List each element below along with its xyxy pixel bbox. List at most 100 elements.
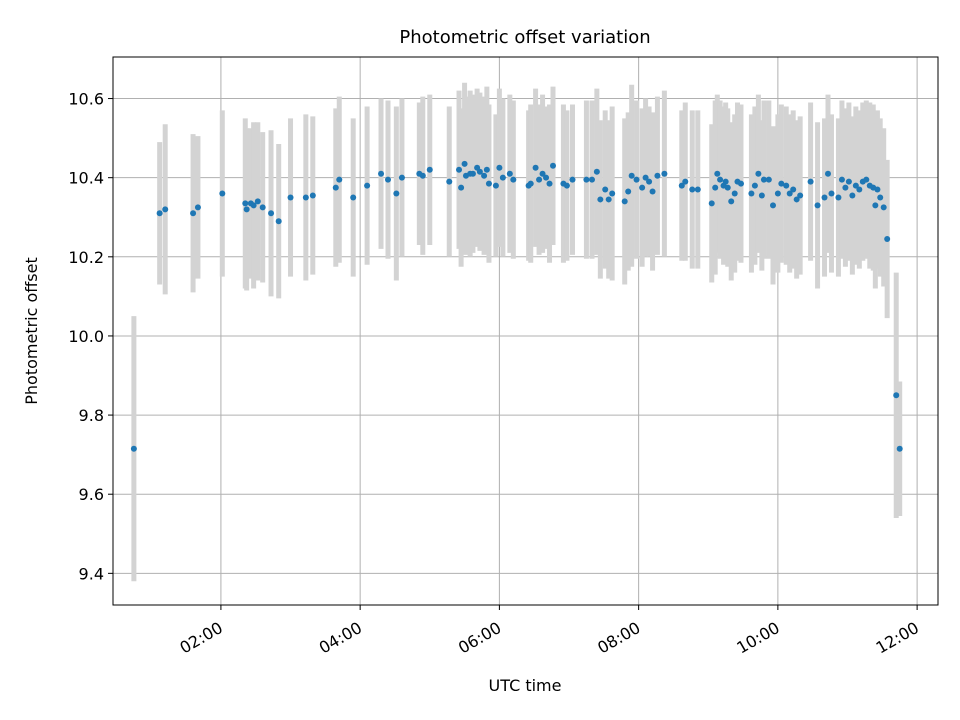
data-point [842, 184, 849, 191]
data-point [476, 168, 483, 175]
data-point [602, 186, 609, 193]
data-point [550, 162, 556, 169]
data-point [751, 182, 758, 189]
data-point [385, 176, 391, 183]
data-point [682, 178, 689, 185]
data-point [543, 174, 550, 181]
data-point [731, 190, 738, 197]
data-point [499, 174, 506, 181]
data-point [797, 192, 804, 199]
data-point [190, 210, 197, 217]
data-point [856, 186, 863, 193]
data-point [845, 178, 852, 185]
y-tick-label: 10.2 [68, 248, 104, 267]
data-point [426, 166, 433, 173]
chart-title: Photometric offset variation [399, 27, 650, 48]
data-point [130, 445, 137, 452]
data-point [877, 194, 884, 201]
data-point [748, 190, 755, 197]
y-tick-label: 10.4 [68, 169, 104, 188]
data-point [884, 236, 891, 243]
data-point [156, 210, 163, 217]
data-point [838, 176, 845, 183]
y-tick-label: 9.4 [79, 564, 104, 583]
data-point [758, 192, 765, 199]
data-point [275, 218, 282, 225]
x-axis-label: UTC time [489, 676, 562, 695]
data-point [378, 170, 385, 177]
data-point [461, 160, 468, 167]
data-point [774, 190, 781, 197]
data-point [828, 190, 835, 197]
data-point [483, 166, 490, 173]
data-point [712, 184, 719, 191]
data-point [760, 176, 767, 183]
data-point [778, 180, 785, 187]
data-point [332, 184, 339, 191]
data-point [722, 178, 729, 185]
data-point [583, 176, 590, 183]
data-point [814, 202, 821, 209]
data-point [485, 180, 492, 187]
data-point [755, 170, 762, 177]
data-point [646, 178, 653, 185]
data-point [625, 188, 632, 195]
data-point [807, 178, 814, 185]
y-axis-ticks: 9.4 9.6 9.8 10.0 10.2 10.4 10.6 [68, 90, 113, 583]
data-point [268, 210, 275, 217]
data-point [863, 176, 870, 183]
data-point [689, 186, 696, 193]
data-point [770, 202, 776, 209]
data-point [593, 168, 600, 175]
data-point [242, 200, 249, 207]
data-point [633, 176, 640, 183]
data-point [678, 182, 685, 189]
data-point [654, 172, 661, 179]
data-point [194, 204, 201, 211]
data-point [309, 192, 316, 199]
data-point [506, 170, 513, 177]
data-point [728, 198, 735, 205]
data-point [458, 184, 465, 191]
data-point [825, 170, 831, 177]
data-point [765, 176, 772, 183]
data-point [642, 174, 649, 181]
data-point [259, 204, 266, 211]
data-point [588, 176, 595, 183]
data-point [469, 170, 476, 177]
data-points [130, 160, 903, 452]
data-point [621, 198, 628, 205]
data-point [527, 180, 534, 187]
data-point [336, 176, 343, 183]
data-point [393, 190, 400, 197]
data-point [597, 196, 604, 203]
data-point [243, 206, 250, 213]
data-point [874, 186, 881, 193]
data-point [254, 198, 261, 205]
data-point [896, 445, 903, 452]
data-point [724, 184, 731, 191]
data-point [419, 172, 426, 179]
data-point [364, 182, 371, 189]
y-tick-label: 9.8 [79, 406, 104, 425]
data-point [302, 194, 309, 201]
data-point [835, 194, 842, 201]
data-point [649, 188, 656, 195]
data-point [639, 184, 646, 191]
data-point [539, 170, 546, 177]
data-point [456, 166, 463, 173]
data-point [872, 202, 879, 209]
data-point [350, 194, 357, 201]
plot-frame [112, 56, 939, 606]
data-point [708, 200, 715, 207]
data-point [628, 172, 635, 179]
data-point [852, 182, 859, 189]
data-point [849, 192, 856, 199]
data-point [532, 164, 539, 171]
data-point [714, 170, 721, 177]
data-point [563, 182, 570, 189]
data-point [398, 174, 405, 181]
data-point [786, 190, 793, 197]
data-point [287, 194, 294, 201]
